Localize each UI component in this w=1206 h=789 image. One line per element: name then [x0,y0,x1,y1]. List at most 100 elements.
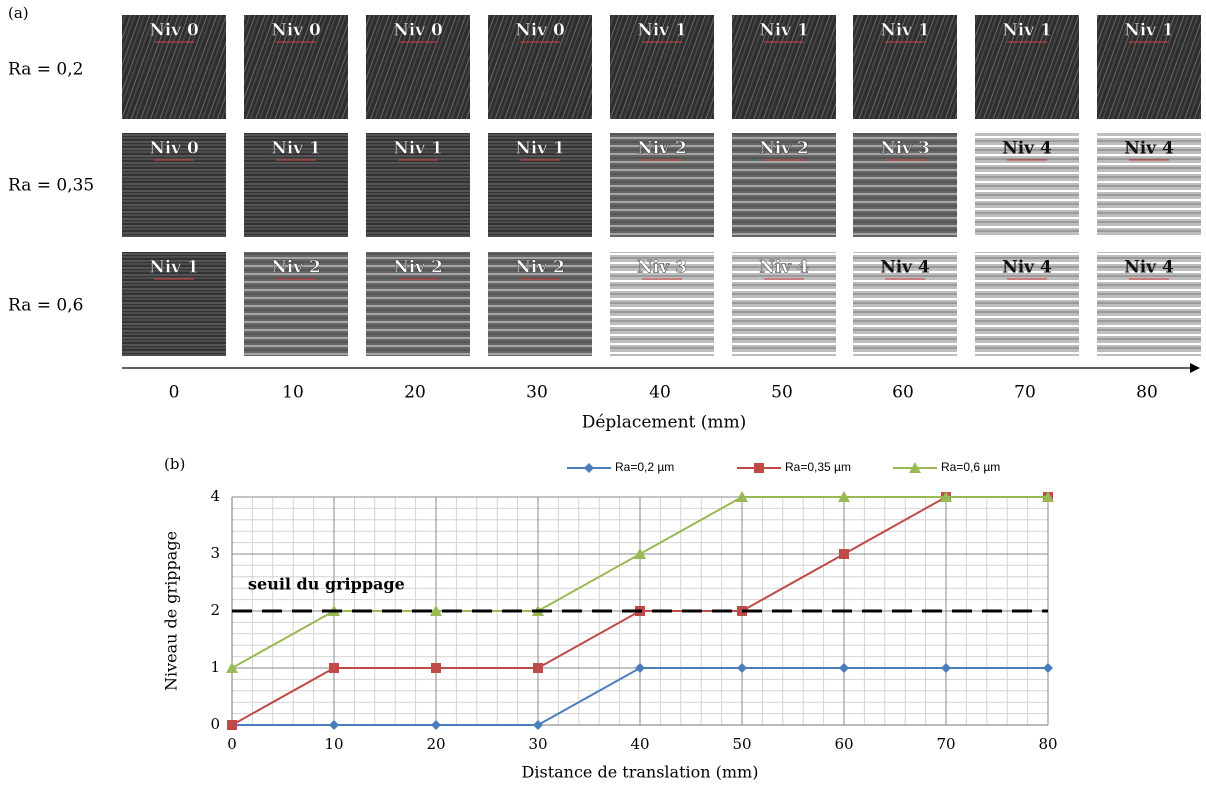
tick-label: 60 [892,383,914,403]
axis-label: Déplacement (mm) [582,413,747,433]
micrograph [244,15,348,119]
micrograph [1097,252,1201,356]
micrograph [366,15,470,119]
micrograph [975,15,1079,119]
marker [431,663,441,673]
cell-label: Niv 1 [1124,21,1174,41]
marker [1043,663,1053,673]
micrograph [122,15,226,119]
micrograph [853,252,957,356]
panel-b-label: (b) [164,455,185,473]
marker [533,720,543,730]
micrograph [488,252,592,356]
cell-label: Niv 1 [149,258,199,278]
cell-label: Niv 2 [271,258,321,278]
cell-label: Niv 4 [880,258,930,278]
cell-label: Niv 4 [759,258,809,278]
tick-label: 0 [169,383,180,403]
legend-label: Ra=0,35 µm [785,460,851,474]
cell-label: Niv 3 [880,139,930,159]
cell-label: Niv 1 [515,139,565,159]
cell-label: Niv 1 [393,139,443,159]
marker [227,720,237,730]
cell-label: Niv 1 [1002,21,1052,41]
micrograph [732,15,836,119]
marker [634,548,646,559]
legend-marker [754,463,764,473]
y-tick-label: 3 [210,544,220,562]
marker [533,663,543,673]
y-tick-label: 2 [210,601,220,619]
marker [940,491,952,502]
micrograph [244,133,348,237]
arrow-head [1190,363,1200,373]
micrograph [975,133,1079,237]
cell-label: Niv 2 [637,139,687,159]
cell-label: Niv 4 [1124,139,1174,159]
cell-label: Niv 2 [393,258,443,278]
cell-label: Niv 3 [637,258,687,278]
x-tick-label: 10 [324,735,343,753]
cell-label: Niv 2 [515,258,565,278]
legend-marker [909,462,921,473]
tick-label: 10 [282,383,304,403]
tick-label: 80 [1136,383,1158,403]
micrograph [853,133,957,237]
legend-marker [584,463,594,473]
tick-label: 50 [771,383,793,403]
micrograph [488,15,592,119]
cell-label: Niv 0 [149,21,199,41]
cell-label: Niv 0 [515,21,565,41]
row-label: Ra = 0,35 [8,176,94,196]
y-tick-label: 4 [210,487,220,505]
micrograph [853,15,957,119]
x-tick-label: 20 [426,735,445,753]
x-tick-label: 70 [936,735,955,753]
micrograph [122,252,226,356]
marker [635,663,645,673]
micrograph [366,133,470,237]
tick-label: 40 [649,383,671,403]
row-label: Ra = 0,2 [8,60,83,80]
cell-label: Niv 4 [1124,258,1174,278]
micrograph [975,252,1079,356]
cell-label: Niv 0 [149,139,199,159]
marker [839,663,849,673]
marker [839,549,849,559]
micrograph [122,133,226,237]
cell-label: Niv 0 [393,21,443,41]
tick-label: 70 [1014,383,1036,403]
tick-label: 20 [404,383,426,403]
y-axis-title: Niveau de grippage [162,531,181,691]
micrograph [1097,15,1201,119]
cell-label: Niv 1 [759,21,809,41]
cell-label: Niv 4 [1002,139,1052,159]
row-label: Ra = 0,6 [8,296,83,316]
legend-label: Ra=0,6 µm [941,460,1000,474]
marker [737,663,747,673]
micrograph [1097,133,1201,237]
cell-label: Niv 1 [637,21,687,41]
micrograph [244,252,348,356]
marker [941,663,951,673]
micrograph [610,133,714,237]
micrograph [732,252,836,356]
micrograph [732,133,836,237]
x-tick-label: 0 [227,735,237,753]
cell-label: Niv 2 [759,139,809,159]
micrograph [610,252,714,356]
cell-label: Niv 4 [1002,258,1052,278]
y-tick-label: 1 [210,658,220,676]
x-tick-label: 80 [1038,735,1057,753]
marker [838,491,850,502]
x-tick-label: 60 [834,735,853,753]
marker [329,663,339,673]
x-tick-label: 40 [630,735,649,753]
marker [329,720,339,730]
threshold-label: seuil du grippage [248,575,405,594]
micrograph [488,133,592,237]
cell-label: Niv 1 [880,21,930,41]
marker [430,605,442,616]
micrograph [366,252,470,356]
